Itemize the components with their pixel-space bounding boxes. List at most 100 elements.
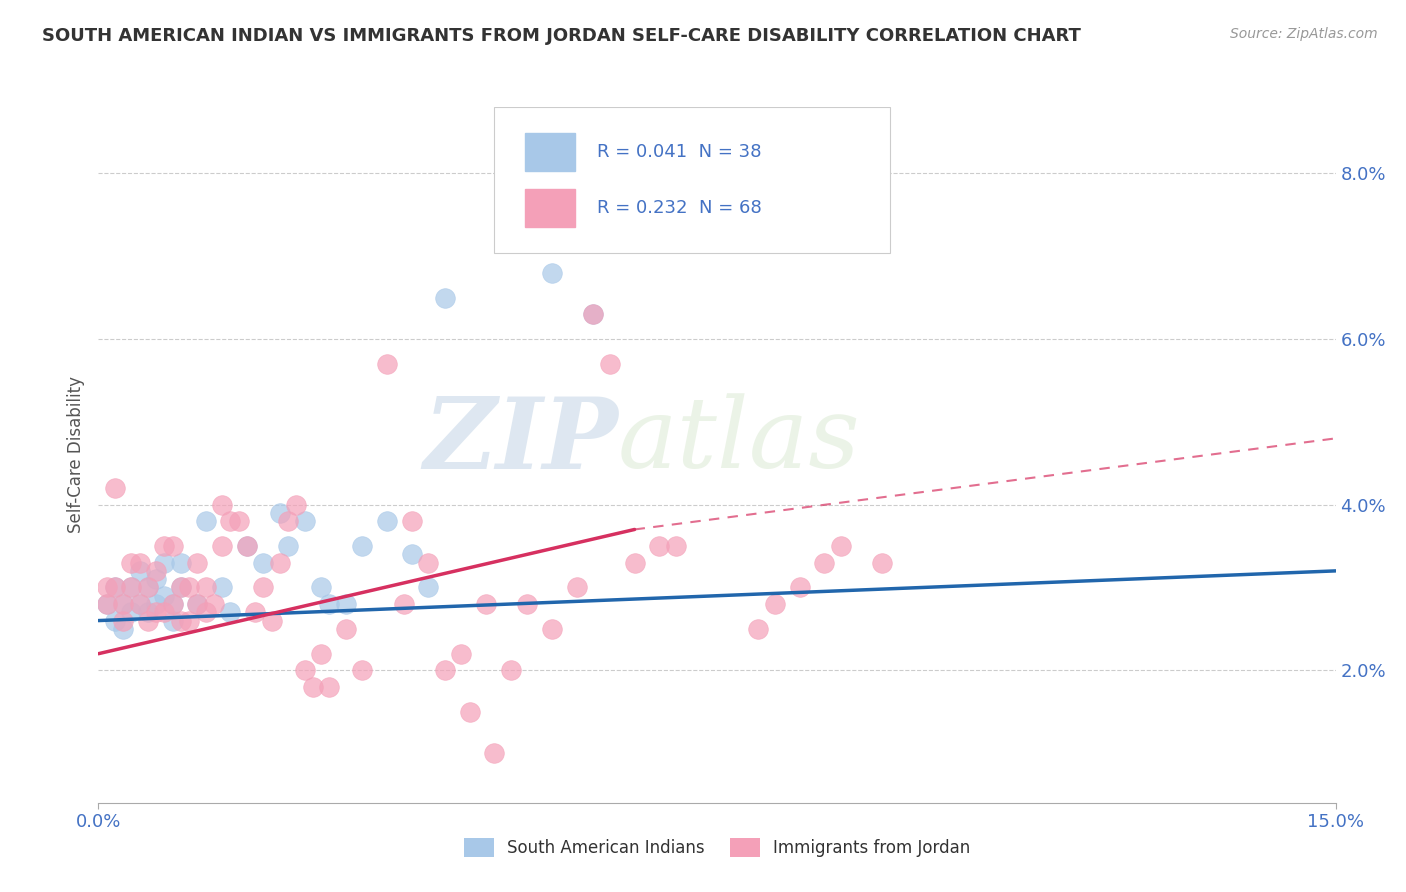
Point <box>302 680 325 694</box>
Point <box>120 581 142 595</box>
Point <box>219 514 242 528</box>
Point <box>120 556 142 570</box>
Text: SOUTH AMERICAN INDIAN VS IMMIGRANTS FROM JORDAN SELF-CARE DISABILITY CORRELATION: SOUTH AMERICAN INDIAN VS IMMIGRANTS FROM… <box>42 27 1081 45</box>
Point <box>294 663 316 677</box>
Point <box>309 647 332 661</box>
Point <box>128 564 150 578</box>
Point <box>120 605 142 619</box>
Point <box>433 291 456 305</box>
Point <box>830 539 852 553</box>
Bar <box>526 189 575 227</box>
Point <box>211 539 233 553</box>
Point <box>870 556 893 570</box>
Point <box>170 581 193 595</box>
Text: atlas: atlas <box>619 393 860 489</box>
Point <box>243 605 266 619</box>
Point <box>599 357 621 371</box>
Bar <box>526 133 575 171</box>
Point <box>623 556 645 570</box>
Point <box>128 556 150 570</box>
Point <box>813 556 835 570</box>
Text: R = 0.232  N = 68: R = 0.232 N = 68 <box>598 199 762 217</box>
Point <box>153 556 176 570</box>
Point <box>260 614 283 628</box>
Point <box>211 581 233 595</box>
Point <box>162 597 184 611</box>
Point <box>484 746 506 760</box>
Point <box>136 614 159 628</box>
Point <box>392 597 415 611</box>
Point <box>433 663 456 677</box>
FancyBboxPatch shape <box>495 107 890 253</box>
Point <box>401 514 423 528</box>
Point <box>335 622 357 636</box>
Point <box>269 506 291 520</box>
Point <box>194 581 217 595</box>
Point <box>194 605 217 619</box>
Point <box>179 581 201 595</box>
Point <box>186 597 208 611</box>
Point <box>145 605 167 619</box>
Point <box>252 556 274 570</box>
Point <box>541 622 564 636</box>
Point <box>475 597 498 611</box>
Point <box>153 589 176 603</box>
Point <box>582 307 605 321</box>
Point <box>170 556 193 570</box>
Point <box>112 622 135 636</box>
Point <box>170 614 193 628</box>
Point <box>789 581 811 595</box>
Point <box>763 597 786 611</box>
Point <box>194 514 217 528</box>
Point <box>162 539 184 553</box>
Point <box>335 597 357 611</box>
Point <box>648 539 671 553</box>
Point <box>277 514 299 528</box>
Point <box>565 581 588 595</box>
Point <box>112 597 135 611</box>
Point <box>665 539 688 553</box>
Point <box>96 597 118 611</box>
Point <box>309 581 332 595</box>
Text: Source: ZipAtlas.com: Source: ZipAtlas.com <box>1230 27 1378 41</box>
Point <box>236 539 259 553</box>
Point <box>418 556 440 570</box>
Point <box>418 581 440 595</box>
Point <box>318 680 340 694</box>
Point <box>202 597 225 611</box>
Point <box>128 597 150 611</box>
Point <box>269 556 291 570</box>
Point <box>252 581 274 595</box>
Point <box>318 597 340 611</box>
Point <box>186 556 208 570</box>
Point <box>104 481 127 495</box>
Point <box>120 581 142 595</box>
Point <box>352 663 374 677</box>
Point <box>516 597 538 611</box>
Point <box>236 539 259 553</box>
Point <box>582 307 605 321</box>
Point <box>153 539 176 553</box>
Point <box>375 514 398 528</box>
Point <box>145 564 167 578</box>
Point <box>104 581 127 595</box>
Point <box>145 572 167 586</box>
Y-axis label: Self-Care Disability: Self-Care Disability <box>66 376 84 533</box>
Point <box>96 597 118 611</box>
Point <box>401 547 423 561</box>
Point <box>285 498 308 512</box>
Point <box>153 605 176 619</box>
Point <box>450 647 472 661</box>
Point <box>96 581 118 595</box>
Point <box>747 622 769 636</box>
Point <box>136 605 159 619</box>
Point <box>136 581 159 595</box>
Point <box>458 705 481 719</box>
Point <box>219 605 242 619</box>
Point <box>112 614 135 628</box>
Text: ZIP: ZIP <box>423 392 619 489</box>
Point <box>128 597 150 611</box>
Legend: South American Indians, Immigrants from Jordan: South American Indians, Immigrants from … <box>457 831 977 864</box>
Point <box>162 614 184 628</box>
Point <box>162 597 184 611</box>
